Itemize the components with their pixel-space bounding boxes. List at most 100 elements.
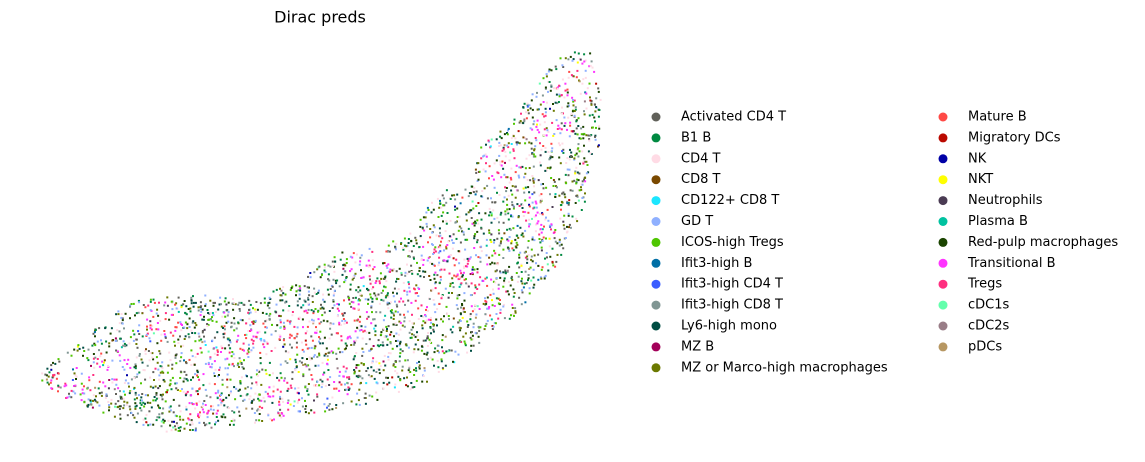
cell-dot xyxy=(485,143,487,146)
cell-dot xyxy=(172,411,175,414)
cell-dot xyxy=(163,419,166,422)
cell-dot xyxy=(102,411,105,414)
cell-dot xyxy=(333,381,336,383)
cell-dot xyxy=(430,341,433,344)
cell-dot xyxy=(585,172,588,175)
cell-dot xyxy=(317,318,320,321)
cell-dot xyxy=(534,230,537,233)
cell-dot xyxy=(45,374,48,377)
cell-dot xyxy=(495,297,498,300)
cell-dot xyxy=(220,401,223,404)
cell-dot xyxy=(491,304,494,307)
cell-dot xyxy=(343,348,346,351)
cell-dot xyxy=(461,316,464,319)
cell-dot xyxy=(537,278,540,281)
cell-dot xyxy=(221,315,224,318)
cell-dot xyxy=(96,358,99,360)
cell-dot xyxy=(371,360,374,363)
cell-dot xyxy=(470,305,473,308)
cell-dot xyxy=(171,313,174,316)
cell-dot xyxy=(432,208,435,211)
cell-dot xyxy=(406,244,409,247)
cell-dot xyxy=(462,231,465,234)
cell-dot xyxy=(280,416,283,419)
cell-dot xyxy=(104,327,107,330)
cell-dot xyxy=(545,252,548,254)
cell-dot xyxy=(307,298,310,301)
cell-dot xyxy=(341,273,344,276)
cell-dot xyxy=(50,379,53,382)
cell-dot xyxy=(426,344,429,347)
cell-dot xyxy=(127,382,130,385)
cell-dot xyxy=(531,201,534,204)
cell-dot xyxy=(324,384,327,387)
cell-dot xyxy=(418,360,420,363)
cell-dot xyxy=(485,162,487,165)
cell-dot xyxy=(158,374,161,377)
cell-dot xyxy=(304,411,307,414)
cell-dot xyxy=(94,356,97,359)
cell-dot xyxy=(549,155,552,158)
cell-dot xyxy=(238,357,241,360)
cell-dot xyxy=(255,373,258,376)
cell-dot xyxy=(520,234,523,237)
cell-dot xyxy=(469,314,472,317)
cell-dot xyxy=(146,364,149,367)
cell-dot xyxy=(348,376,351,379)
cell-dot xyxy=(447,291,450,294)
cell-dot xyxy=(244,387,247,390)
cell-dot xyxy=(311,301,314,303)
cell-dot xyxy=(458,277,461,280)
cell-dot xyxy=(488,231,491,234)
cell-dot xyxy=(124,393,126,396)
cell-dot xyxy=(129,366,132,369)
cell-dot xyxy=(383,336,386,339)
cell-dot xyxy=(245,407,248,410)
cell-dot xyxy=(533,148,536,151)
cell-dot xyxy=(497,302,500,305)
cell-dot xyxy=(300,341,303,344)
cell-dot xyxy=(399,340,402,343)
cell-dot xyxy=(297,400,300,402)
cell-dot xyxy=(387,352,390,354)
cell-dot xyxy=(156,308,159,311)
cell-dot xyxy=(279,299,282,302)
cell-dot xyxy=(119,417,122,420)
cell-dot xyxy=(354,261,357,264)
cell-dot xyxy=(335,387,338,390)
cell-dot xyxy=(223,300,226,303)
legend-label: cDC2s xyxy=(968,319,1010,334)
cell-dot xyxy=(329,376,332,379)
cell-dot xyxy=(115,378,118,381)
cell-dot xyxy=(249,395,252,398)
cell-dot xyxy=(342,314,345,317)
cell-dot xyxy=(520,280,523,283)
cell-dot xyxy=(439,275,442,278)
cell-dot xyxy=(562,148,565,151)
cell-dot xyxy=(531,238,534,241)
cell-dot xyxy=(233,317,236,320)
cell-dot xyxy=(536,123,538,126)
cell-dot xyxy=(249,350,252,353)
cell-dot xyxy=(478,283,481,286)
cell-dot xyxy=(507,247,510,250)
cell-dot xyxy=(226,357,229,360)
cell-dot xyxy=(443,268,446,271)
cell-dot xyxy=(445,350,448,353)
cell-dot xyxy=(395,340,397,342)
cell-dot xyxy=(369,296,372,299)
cell-dot xyxy=(295,294,297,297)
cell-dot xyxy=(514,196,517,199)
cell-dot xyxy=(166,371,169,374)
cell-dot xyxy=(511,278,514,281)
cell-dot xyxy=(364,402,367,405)
cell-dot xyxy=(566,225,568,228)
cell-dot xyxy=(506,270,509,273)
cell-dot xyxy=(188,336,191,339)
cell-dot xyxy=(422,320,425,323)
cell-dot xyxy=(493,262,496,265)
cell-dot xyxy=(153,396,156,398)
cell-dot xyxy=(532,276,535,279)
cell-dot xyxy=(464,188,467,191)
cell-dot xyxy=(566,200,569,203)
